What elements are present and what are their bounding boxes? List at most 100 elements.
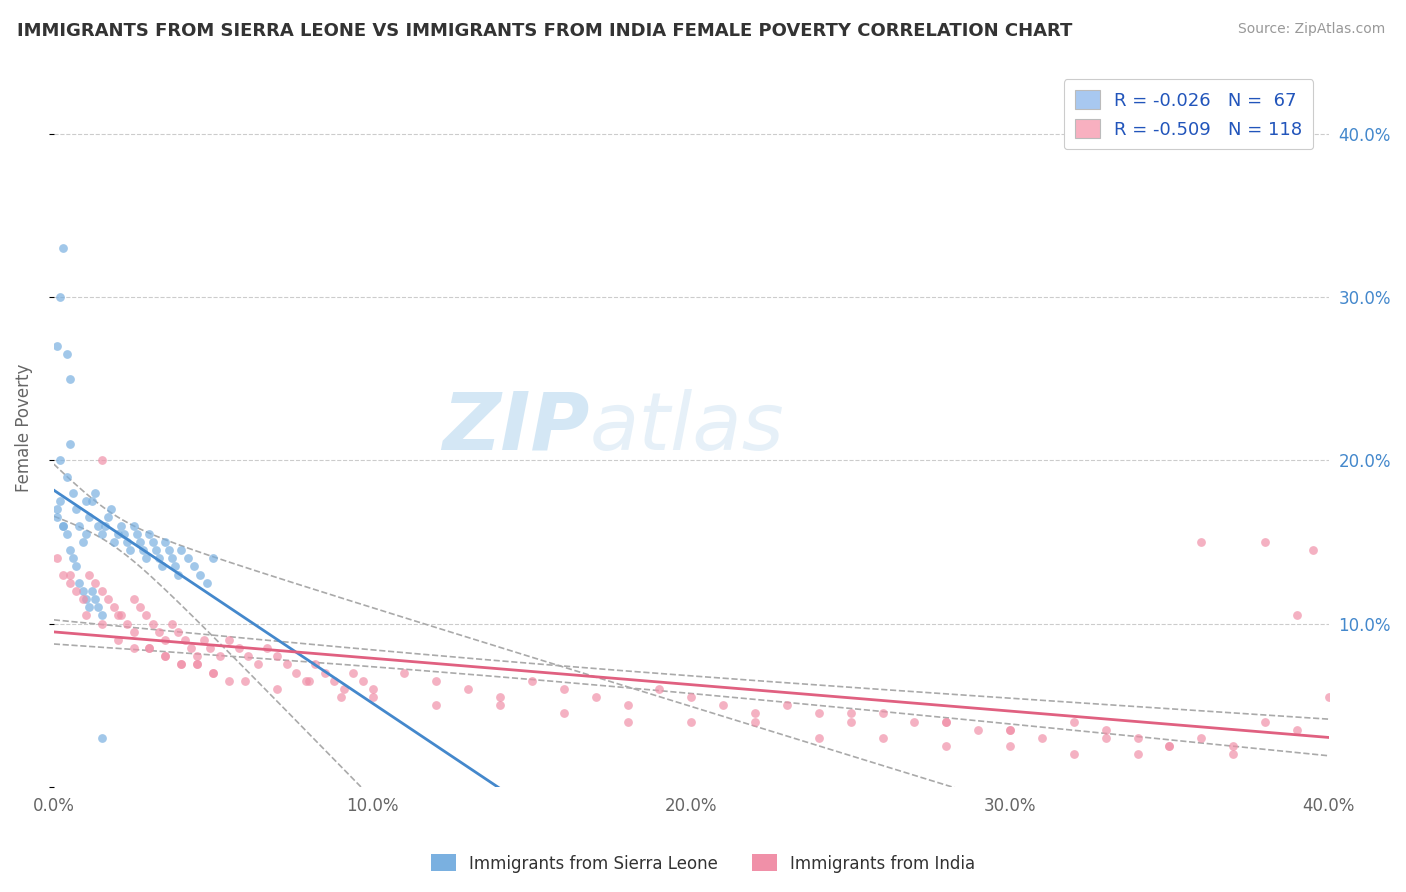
Point [142, 616, 165, 631]
Point [935, 739, 957, 753]
Point [115, 535, 138, 549]
Legend: R = -0.026   N =  67, R = -0.509   N = 118: R = -0.026 N = 67, R = -0.509 N = 118 [1064, 79, 1313, 150]
Point [75, 608, 97, 623]
Point [170, 543, 193, 558]
Point [138, 526, 160, 541]
Point [52, 518, 75, 533]
Text: Source: ZipAtlas.com: Source: ZipAtlas.com [1237, 22, 1385, 37]
Point [55, 347, 77, 361]
Point [90, 608, 112, 623]
Point [128, 600, 150, 615]
Point [648, 681, 671, 696]
Point [198, 641, 221, 656]
Point [75, 526, 97, 541]
Point [1159, 739, 1181, 753]
Point [1189, 731, 1212, 745]
Point [998, 739, 1021, 753]
Point [1063, 714, 1085, 729]
Point [342, 665, 364, 680]
Point [145, 543, 167, 558]
Point [59, 543, 82, 558]
Point [103, 600, 125, 615]
Point [585, 690, 607, 704]
Point [177, 551, 200, 566]
Point [218, 632, 240, 647]
Point [186, 657, 208, 672]
Point [228, 641, 250, 656]
Point [72, 592, 94, 607]
Point [314, 665, 336, 680]
Point [59, 567, 82, 582]
Point [110, 608, 132, 623]
Point [107, 526, 129, 541]
Point [489, 698, 512, 713]
Point [266, 649, 288, 664]
Point [135, 608, 157, 623]
Point [807, 706, 830, 721]
Point [65, 502, 87, 516]
Text: ZIP: ZIP [441, 389, 589, 467]
Point [87, 600, 110, 615]
Point [1094, 731, 1116, 745]
Point [65, 559, 87, 574]
Point [183, 559, 205, 574]
Legend: Immigrants from Sierra Leone, Immigrants from India: Immigrants from Sierra Leone, Immigrants… [425, 847, 981, 880]
Point [256, 641, 278, 656]
Point [132, 543, 155, 558]
Point [233, 673, 256, 688]
Point [90, 583, 112, 598]
Point [202, 665, 225, 680]
Point [1285, 608, 1308, 623]
Point [65, 583, 87, 598]
Point [1189, 535, 1212, 549]
Point [84, 575, 107, 590]
Point [190, 567, 212, 582]
Point [903, 714, 925, 729]
Point [115, 616, 138, 631]
Point [107, 632, 129, 647]
Point [1159, 739, 1181, 753]
Point [150, 559, 173, 574]
Point [520, 673, 543, 688]
Point [84, 486, 107, 500]
Point [160, 551, 183, 566]
Point [122, 641, 145, 656]
Point [298, 673, 321, 688]
Point [352, 673, 374, 688]
Point [839, 714, 862, 729]
Point [744, 714, 766, 729]
Point [967, 723, 990, 737]
Point [776, 698, 799, 713]
Point [59, 575, 82, 590]
Point [46, 551, 69, 566]
Point [1126, 747, 1149, 762]
Point [1031, 731, 1053, 745]
Point [46, 502, 69, 516]
Point [75, 592, 97, 607]
Point [155, 535, 177, 549]
Point [52, 567, 75, 582]
Point [1222, 739, 1244, 753]
Point [681, 714, 703, 729]
Point [323, 673, 346, 688]
Point [55, 526, 77, 541]
Point [553, 706, 575, 721]
Point [998, 723, 1021, 737]
Point [807, 731, 830, 745]
Point [80, 583, 103, 598]
Point [616, 698, 638, 713]
Point [155, 649, 177, 664]
Point [67, 575, 90, 590]
Point [167, 567, 190, 582]
Point [148, 624, 170, 639]
Text: atlas: atlas [589, 389, 785, 467]
Point [1254, 714, 1277, 729]
Point [84, 592, 107, 607]
Point [49, 453, 72, 467]
Point [97, 510, 120, 524]
Point [90, 616, 112, 631]
Point [333, 681, 356, 696]
Point [294, 673, 316, 688]
Point [94, 518, 117, 533]
Point [193, 632, 215, 647]
